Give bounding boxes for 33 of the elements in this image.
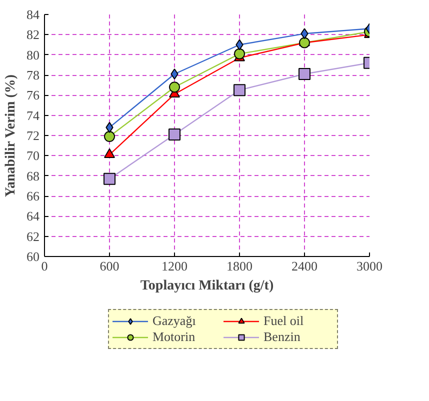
y-tick-label: 80 bbox=[26, 47, 40, 62]
y-tick-label: 66 bbox=[26, 188, 40, 204]
legend-label: Gazyağı bbox=[152, 313, 197, 329]
x-tick-label: 2400 bbox=[292, 258, 318, 274]
y-tick-label: 62 bbox=[26, 228, 40, 244]
y-tick-label: 68 bbox=[26, 168, 40, 184]
x-tick-label: 600 bbox=[100, 258, 120, 274]
point bbox=[169, 82, 180, 93]
point bbox=[168, 128, 180, 140]
y-axis-title: Yanabilir Verim (%) bbox=[4, 74, 18, 198]
y-tick-label: 78 bbox=[26, 68, 40, 82]
y-tick-label: 70 bbox=[26, 148, 40, 164]
x-axis-title: Toplayıcı Miktarı (g/t) bbox=[140, 278, 274, 294]
y-tick-label: 60 bbox=[26, 249, 40, 264]
x-tick-label: 1800 bbox=[226, 258, 252, 274]
point bbox=[298, 68, 310, 80]
legend-label: Fuel oil bbox=[264, 313, 305, 329]
y-tick-label: 84 bbox=[26, 7, 40, 22]
y-tick-label: 64 bbox=[26, 208, 40, 224]
y-tick-label: 76 bbox=[26, 88, 40, 103]
x-tick-label: 1200 bbox=[162, 258, 188, 274]
y-tick-label: 74 bbox=[26, 108, 40, 123]
point bbox=[234, 84, 246, 96]
point bbox=[104, 131, 115, 142]
x-tick-label: 3000 bbox=[356, 258, 382, 274]
legend-label: Benzin bbox=[264, 329, 302, 345]
y-tick-label: 82 bbox=[26, 27, 40, 42]
x-tick-label: 0 bbox=[41, 258, 48, 274]
point bbox=[234, 48, 245, 60]
legend-label: Motorin bbox=[152, 329, 196, 345]
point bbox=[104, 148, 115, 158]
y-tick-label: 72 bbox=[26, 128, 40, 143]
point bbox=[104, 172, 116, 185]
